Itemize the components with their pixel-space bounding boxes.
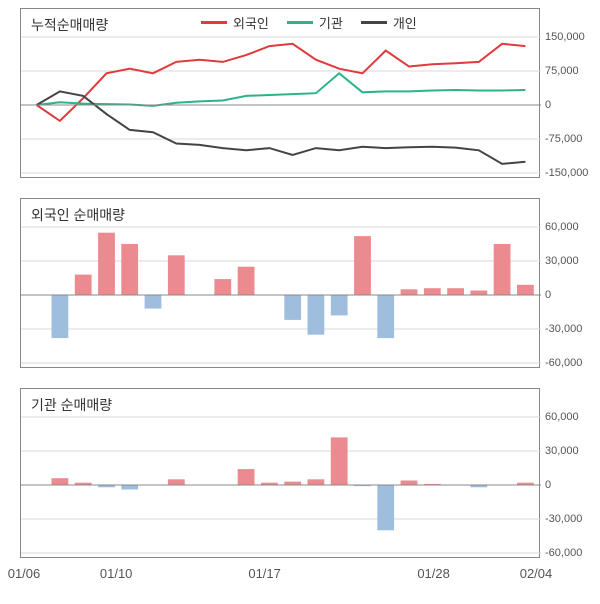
y-tick-label: 60,000	[545, 221, 579, 233]
y-tick-label: 0	[545, 479, 551, 491]
panel-foreigner: 외국인 순매매량 60,00030,0000-30,000-60,000	[20, 198, 540, 368]
legend-swatch-institution	[287, 21, 313, 24]
legend-item-individual: 개인	[361, 13, 417, 32]
panel-cumulative: 누적순매매량 외국인 기관 개인 150,00075,0000-75,000-1…	[20, 8, 540, 178]
y-tick-label: -60,000	[545, 357, 582, 369]
x-tick-label: 01/28	[417, 566, 450, 581]
x-tick-label: 01/17	[248, 566, 281, 581]
y-tick-label: 75,000	[545, 65, 579, 77]
panel-institution: 기관 순매매량 60,00030,0000-30,000-60,000	[20, 388, 540, 558]
x-tick-label: 01/10	[100, 566, 133, 581]
y-tick-label: 150,000	[545, 31, 585, 43]
y-tick-label: -150,000	[545, 167, 588, 179]
x-tick-label: 01/06	[8, 566, 41, 581]
y-tick-label: 30,000	[545, 255, 579, 267]
y-tick-label: -60,000	[545, 547, 582, 559]
y-tick-label: -30,000	[545, 513, 582, 525]
legend-label-foreigner: 외국인	[233, 13, 269, 32]
legend: 외국인 기관 개인	[201, 13, 417, 32]
y-tick-label: 0	[545, 289, 551, 301]
legend-label-individual: 개인	[393, 13, 417, 32]
y-tick-label: 0	[545, 99, 551, 111]
chart-container: 누적순매매량 외국인 기관 개인 150,000 75,000 0 -75,000 -1…	[0, 0, 600, 604]
panel-title-institution: 기관 순매매량	[31, 395, 112, 415]
panel-title-cumulative: 누적순매매량	[31, 15, 108, 35]
y-tick-label: -75,000	[545, 133, 582, 145]
x-tick-label: 02/04	[520, 566, 553, 581]
legend-swatch-individual	[361, 21, 387, 24]
panel-title-foreigner: 외국인 순매매량	[31, 205, 125, 225]
y-tick-label: 30,000	[545, 445, 579, 457]
legend-swatch-foreigner	[201, 21, 227, 24]
x-axis: 01/0601/1001/1701/2802/04	[20, 558, 540, 578]
y-tick-label: -30,000	[545, 323, 582, 335]
legend-label-institution: 기관	[319, 13, 343, 32]
legend-item-foreigner: 외국인	[201, 13, 269, 32]
legend-item-institution: 기관	[287, 13, 343, 32]
y-tick-label: 60,000	[545, 411, 579, 423]
